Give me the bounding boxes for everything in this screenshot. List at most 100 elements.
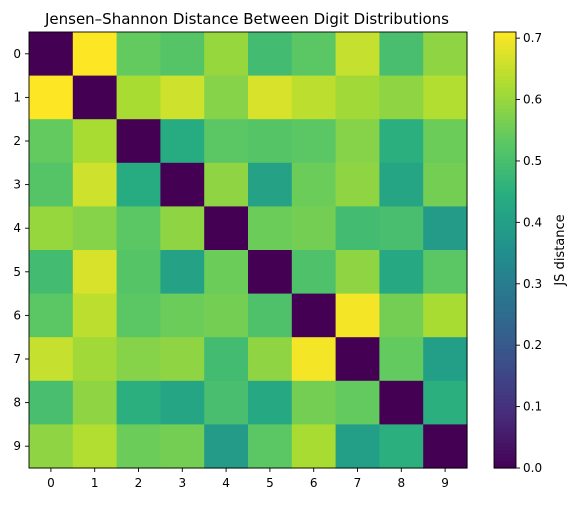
heatmap-cell xyxy=(335,119,380,164)
heatmap-cell xyxy=(291,206,337,251)
x-tick-label: 5 xyxy=(266,476,274,490)
colorbar-segment xyxy=(494,162,516,168)
colorbar-segment xyxy=(494,384,516,389)
colorbar-segment xyxy=(494,173,516,178)
colorbar-segment xyxy=(494,86,516,91)
colorbar-segment xyxy=(494,333,516,338)
heatmap-cell xyxy=(72,293,118,338)
x-axis-ticks: 0 1 2 3 4 5 6 7 8 9 xyxy=(47,468,449,490)
colorbar-segment xyxy=(494,297,516,302)
colorbar-segment xyxy=(494,406,516,411)
colorbar-segment xyxy=(494,228,516,233)
colorbar-segment xyxy=(494,119,516,124)
colorbar-segment xyxy=(494,148,516,153)
heatmap-cell xyxy=(423,293,468,338)
heatmap-cell xyxy=(335,250,380,295)
heatmap-cell xyxy=(116,162,161,207)
colorbar-segment xyxy=(494,359,516,364)
colorbar-segment xyxy=(494,308,516,313)
colorbar-tick-label: 0.1 xyxy=(523,400,542,414)
colorbar-segment xyxy=(494,170,516,175)
heatmap-cell xyxy=(72,424,118,469)
heatmap-cell xyxy=(335,75,380,120)
colorbar-segment xyxy=(494,39,516,44)
y-tick-label: 5 xyxy=(13,265,21,279)
heatmap-cell xyxy=(160,293,205,338)
colorbar-segment xyxy=(494,108,516,113)
heatmap-cell xyxy=(291,424,337,469)
colorbar-tick-label: 0.2 xyxy=(523,338,542,352)
heatmap-cell xyxy=(335,424,380,469)
colorbar-segment xyxy=(494,380,516,386)
heatmap-cell xyxy=(116,250,161,295)
heatmap-cell xyxy=(116,206,161,251)
colorbar-segment xyxy=(494,275,516,280)
heatmap-cell xyxy=(379,162,424,207)
colorbar-segment xyxy=(494,177,516,182)
y-tick-label: 8 xyxy=(13,396,21,410)
colorbar-segment xyxy=(494,424,516,429)
colorbar-segment xyxy=(494,271,516,277)
colorbar-segment xyxy=(494,319,516,324)
heatmap-cell xyxy=(248,162,293,207)
colorbar-segment xyxy=(494,141,516,146)
heatmap-cell xyxy=(204,75,249,120)
colorbar-segment xyxy=(494,315,516,320)
colorbar-segment xyxy=(494,460,516,465)
colorbar-segment xyxy=(494,398,516,404)
heatmap-cell xyxy=(116,75,161,120)
colorbar-segment xyxy=(494,42,516,48)
heatmap-cell xyxy=(248,424,293,469)
colorbar-segment xyxy=(494,250,516,255)
heatmap-cell xyxy=(160,75,205,120)
colorbar-segment xyxy=(494,348,516,353)
heatmap-cell xyxy=(204,337,249,382)
colorbar-tick-label: 0.7 xyxy=(523,31,542,45)
colorbar-segment xyxy=(494,104,516,109)
colorbar-segment xyxy=(494,101,516,106)
heatmap-cell xyxy=(379,32,424,77)
colorbar-segment xyxy=(494,151,516,157)
colorbar-segment xyxy=(494,329,516,335)
heatmap-cell xyxy=(379,380,424,425)
colorbar-segment xyxy=(494,395,516,400)
colorbar-segment xyxy=(494,111,516,117)
heatmap-cell xyxy=(29,424,74,469)
heatmap-cell xyxy=(72,380,118,425)
colorbar-segment xyxy=(494,159,516,164)
x-tick-label: 9 xyxy=(441,476,449,490)
heatmap-cell xyxy=(423,32,468,77)
heatmap-cell xyxy=(423,380,468,425)
heatmap-cell xyxy=(29,250,74,295)
heatmap-cell xyxy=(29,293,74,338)
colorbar-segment xyxy=(494,446,516,451)
heatmap-cell xyxy=(291,162,337,207)
colorbar-segment xyxy=(494,199,516,204)
colorbar-segment xyxy=(494,122,516,128)
colorbar-segment xyxy=(494,166,516,171)
colorbar-segment xyxy=(494,75,516,80)
colorbar-segment xyxy=(494,457,516,462)
colorbar-segment xyxy=(494,144,516,149)
colorbar-segment xyxy=(494,373,516,378)
y-tick-label: 4 xyxy=(13,221,21,235)
heatmap-cell xyxy=(29,380,74,425)
colorbar-segment xyxy=(494,282,516,287)
heatmap-cell xyxy=(248,75,293,120)
heatmap-cell xyxy=(116,424,161,469)
heatmap-cell xyxy=(248,206,293,251)
heatmap-cell xyxy=(291,250,337,295)
y-tick-label: 9 xyxy=(13,439,21,453)
heatmap-cell xyxy=(29,337,74,382)
heatmap-cell xyxy=(116,293,161,338)
colorbar-segment xyxy=(494,453,516,458)
colorbar-segment xyxy=(494,61,516,66)
heatmap-cell xyxy=(160,32,205,77)
y-tick-label: 0 xyxy=(13,47,21,61)
colorbar-segment xyxy=(494,438,516,444)
colorbar-segment xyxy=(494,188,516,193)
heatmap-cell xyxy=(335,337,380,382)
x-tick-label: 1 xyxy=(91,476,99,490)
